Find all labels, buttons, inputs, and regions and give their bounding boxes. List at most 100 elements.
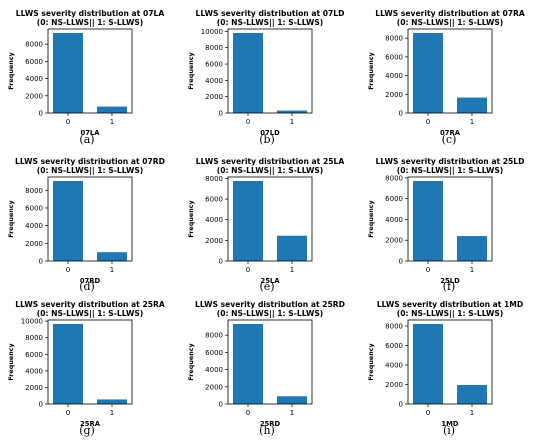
x-tick-label: 0 (246, 266, 250, 274)
x-tick-label: 1 (290, 266, 294, 274)
y-tick-label: 10000 (201, 28, 223, 36)
bar-0 (53, 324, 83, 404)
y-tick-label: 4000 (205, 77, 223, 85)
bar-0 (53, 181, 83, 261)
x-tick-label: 0 (426, 118, 430, 126)
chart-panel-8: LLWS severity distribution at 25RD(0: NS… (187, 300, 345, 437)
x-axis-label: 25LD (440, 277, 460, 285)
x-axis-label: 07LD (260, 129, 280, 137)
x-tick-label: 0 (66, 118, 70, 126)
plot-frame (407, 176, 493, 262)
plot-frame (227, 176, 313, 262)
panel-caption: (g) (79, 424, 95, 437)
bar-0 (53, 33, 83, 113)
y-tick-label: 2000 (25, 92, 43, 100)
y-tick-label: 6000 (205, 196, 223, 204)
x-tick-label: 0 (246, 409, 250, 417)
y-tick-label: 2000 (385, 91, 403, 99)
y-tick-label: 10000 (21, 318, 43, 326)
plot-frame (227, 28, 313, 114)
plot-frame (407, 28, 493, 114)
plot-frame (47, 319, 133, 405)
bar-1 (277, 396, 307, 404)
bar-1 (457, 236, 487, 261)
y-tick-label: 8000 (205, 175, 223, 183)
y-axis-label: Frequency (187, 342, 195, 380)
y-tick-label: 0 (39, 258, 43, 266)
y-tick-label: 4000 (25, 222, 43, 230)
y-tick-label: 0 (39, 401, 43, 409)
chart-panel-7: LLWS severity distribution at 25RA(0: NS… (7, 300, 165, 437)
x-axis-label: 1MD (441, 420, 458, 428)
panel-caption: (h) (259, 424, 275, 437)
bar-1 (97, 106, 127, 113)
x-axis-label: 25RA (80, 420, 101, 428)
x-axis-label: 25LA (260, 277, 280, 285)
y-tick-label: 8000 (25, 334, 43, 342)
chart-panel-5: LLWS severity distribution at 25LA(0: NS… (187, 157, 344, 293)
bar-1 (457, 97, 487, 113)
y-tick-label: 2000 (385, 381, 403, 389)
y-tick-label: 8000 (205, 332, 223, 340)
x-tick-label: 1 (290, 118, 294, 126)
y-tick-label: 4000 (385, 361, 403, 369)
y-tick-label: 4000 (25, 367, 43, 375)
y-axis-label: Frequency (367, 199, 375, 237)
y-tick-label: 0 (399, 258, 403, 266)
y-tick-label: 4000 (385, 72, 403, 80)
chart-subtitle: (0: NS-LLWS|| 1: S-LLWS) (37, 309, 144, 319)
chart-subtitle: (0: NS-LLWS|| 1: S-LLWS) (217, 166, 324, 176)
plot-frame (407, 319, 493, 405)
chart-subtitle: (0: NS-LLWS|| 1: S-LLWS) (37, 166, 144, 176)
y-tick-label: 6000 (205, 349, 223, 357)
chart-title: LLWS severity distribution at 07RA (375, 9, 525, 18)
panel-caption: (d) (79, 280, 95, 293)
chart-subtitle: (0: NS-LLWS|| 1: S-LLWS) (397, 166, 504, 176)
y-tick-label: 6000 (205, 61, 223, 69)
chart-title: LLWS severity distribution at 25RD (195, 300, 345, 309)
chart-subtitle: (0: NS-LLWS|| 1: S-LLWS) (397, 309, 504, 319)
x-axis-label: 07RD (80, 277, 101, 285)
x-tick-label: 1 (110, 409, 114, 417)
panel-caption: (f) (443, 280, 456, 293)
y-tick-label: 4000 (205, 216, 223, 224)
y-tick-label: 8000 (385, 174, 403, 182)
bar-1 (277, 110, 307, 113)
x-axis-label: 25RD (260, 420, 281, 428)
plot-frame (227, 319, 313, 405)
x-tick-label: 1 (110, 266, 114, 274)
y-tick-label: 0 (219, 401, 223, 409)
bar-1 (277, 235, 307, 261)
chart-title: LLWS severity distribution at 07RD (15, 157, 165, 166)
chart-subtitle: (0: NS-LLWS|| 1: S-LLWS) (217, 309, 324, 319)
panel-caption: (c) (442, 133, 457, 146)
x-tick-label: 0 (426, 266, 430, 274)
chart-panel-9: LLWS severity distribution at 1MD(0: NS-… (367, 300, 523, 437)
plot-frame (47, 28, 133, 114)
panel-caption: (b) (259, 133, 275, 146)
y-tick-label: 6000 (25, 58, 43, 66)
chart-subtitle: (0: NS-LLWS|| 1: S-LLWS) (37, 18, 144, 28)
x-tick-label: 0 (66, 266, 70, 274)
x-axis-label: 07LA (80, 129, 100, 137)
y-tick-label: 0 (399, 401, 403, 409)
y-tick-label: 2000 (205, 93, 223, 101)
y-tick-label: 8000 (385, 322, 403, 330)
y-tick-label: 4000 (205, 366, 223, 374)
bar-1 (97, 252, 127, 261)
bar-0 (233, 324, 263, 404)
chart-title: LLWS severity distribution at 07LA (16, 9, 165, 18)
y-tick-label: 0 (219, 258, 223, 266)
y-tick-label: 4000 (385, 216, 403, 224)
y-tick-label: 2000 (25, 384, 43, 392)
x-tick-label: 1 (470, 118, 474, 126)
y-axis-label: Frequency (7, 51, 15, 89)
y-tick-label: 0 (219, 110, 223, 118)
y-axis-label: Frequency (367, 342, 375, 380)
y-tick-label: 6000 (25, 204, 43, 212)
x-tick-label: 0 (66, 409, 70, 417)
chart-title: LLWS severity distribution at 25RA (15, 300, 165, 309)
x-axis-label: 07RA (440, 129, 461, 137)
y-tick-label: 6000 (385, 53, 403, 61)
x-tick-label: 1 (470, 266, 474, 274)
